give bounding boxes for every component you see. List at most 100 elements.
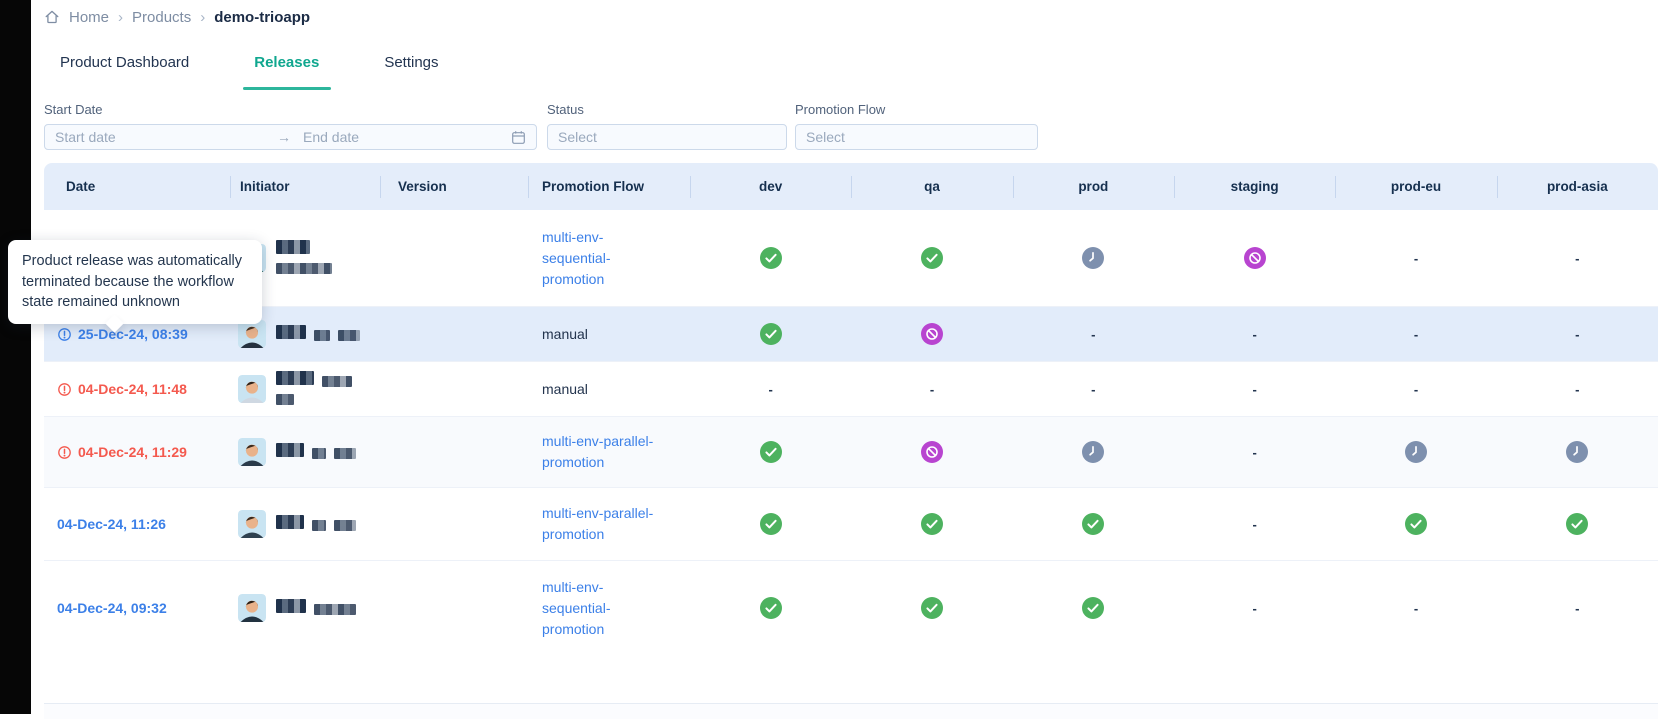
date-status-icon bbox=[57, 327, 72, 342]
promotion-flow-link[interactable]: multi-env-parallel-promotion bbox=[542, 433, 654, 470]
env-status-success-icon[interactable] bbox=[759, 513, 782, 535]
env-status-success-icon[interactable] bbox=[759, 441, 782, 463]
version-cell bbox=[380, 488, 528, 560]
release-date-cell: 04-Dec-24, 09:32 bbox=[44, 600, 230, 616]
range-arrow-icon: → bbox=[277, 129, 291, 145]
column-header-initiator: Initiator bbox=[230, 163, 380, 210]
tab-releases[interactable]: Releases bbox=[254, 44, 319, 90]
status-select[interactable]: Select bbox=[547, 124, 787, 150]
release-row[interactable]: 04-Dec-24, 09:32 multi-env-sequential-pro… bbox=[44, 560, 1658, 655]
column-header-version: Version bbox=[380, 163, 528, 210]
release-row[interactable]: multi-env-sequential-promotion - - bbox=[44, 210, 1658, 306]
env-cell-prod-eu: - bbox=[1335, 382, 1496, 397]
env-status-empty: - bbox=[1252, 444, 1257, 460]
env-cell-staging: - bbox=[1174, 382, 1335, 397]
env-status-success-icon[interactable] bbox=[1566, 513, 1589, 535]
column-header-env-qa: qa bbox=[851, 163, 1012, 210]
env-status-empty: - bbox=[1091, 326, 1096, 342]
version-cell bbox=[380, 210, 528, 306]
initiator-cell bbox=[230, 594, 380, 622]
version-cell bbox=[380, 561, 528, 655]
promotion-flow-link[interactable]: multi-env-sequential-promotion bbox=[542, 578, 611, 637]
env-status-success-icon[interactable] bbox=[759, 597, 782, 619]
calendar-icon[interactable] bbox=[511, 130, 526, 145]
column-header-date: Date bbox=[66, 179, 96, 194]
initiator-avatar bbox=[238, 375, 266, 403]
env-status-pending-icon[interactable] bbox=[1082, 247, 1105, 269]
env-status-empty: - bbox=[1575, 326, 1580, 342]
release-date-link[interactable]: 04-Dec-24, 09:32 bbox=[57, 600, 167, 616]
env-cell-prod-asia: - bbox=[1497, 327, 1658, 342]
release-date-link[interactable]: 25-Dec-24, 08:39 bbox=[78, 326, 188, 342]
breadcrumb-products[interactable]: Products bbox=[132, 8, 192, 26]
release-date-cell: 25-Dec-24, 08:39 bbox=[44, 326, 230, 342]
env-cell-staging: - bbox=[1174, 601, 1335, 616]
env-cell-qa bbox=[851, 247, 1012, 269]
env-status-success-icon[interactable] bbox=[920, 513, 943, 535]
column-header-env-prod-eu: prod-eu bbox=[1335, 163, 1496, 210]
redacted-initiator-name bbox=[334, 447, 356, 459]
env-status-pending-icon[interactable] bbox=[1082, 441, 1105, 463]
env-status-terminated-icon[interactable] bbox=[920, 441, 943, 463]
release-row[interactable]: 04-Dec-24, 11:48 manual - - - - - - bbox=[44, 361, 1658, 416]
column-header-promotion-flow: Promotion Flow bbox=[528, 163, 690, 210]
tab-settings[interactable]: Settings bbox=[384, 54, 439, 71]
env-status-empty: - bbox=[929, 381, 935, 397]
table-body: multi-env-sequential-promotion - - 25-Dec-2… bbox=[44, 210, 1658, 655]
initiator-avatar bbox=[238, 594, 266, 622]
env-status-success-icon[interactable] bbox=[759, 247, 782, 269]
releases-table: Date Initiator Version Promotion Flow de… bbox=[44, 163, 1658, 719]
env-status-terminated-icon[interactable] bbox=[920, 323, 943, 345]
promotion-flow-cell: multi-env-sequential-promotion bbox=[528, 577, 690, 640]
start-date-placeholder[interactable]: Start date bbox=[55, 129, 116, 145]
promotion-flow-select[interactable]: Select bbox=[795, 124, 1038, 150]
promotion-flow-link[interactable]: multi-env-sequential-promotion bbox=[542, 228, 611, 287]
column-header-env-prod: prod bbox=[1013, 163, 1174, 210]
redacted-initiator-name bbox=[276, 598, 306, 613]
release-row[interactable]: 25-Dec-24, 08:39 manual - - - - bbox=[44, 306, 1658, 361]
env-status-success-icon[interactable] bbox=[920, 247, 943, 269]
env-status-success-icon[interactable] bbox=[920, 597, 943, 619]
env-status-empty: - bbox=[1413, 381, 1419, 397]
release-row[interactable]: 04-Dec-24, 11:29 multi-env-parallel-promo… bbox=[44, 416, 1658, 487]
home-icon[interactable] bbox=[44, 9, 60, 25]
env-cell-dev bbox=[690, 597, 851, 619]
filter-promotion-flow: Promotion Flow Select bbox=[795, 102, 1038, 150]
env-status-success-icon[interactable] bbox=[1404, 513, 1427, 535]
env-status-terminated-icon[interactable] bbox=[1243, 247, 1266, 269]
filter-status: Status Select bbox=[547, 102, 787, 150]
table-header-row: Date Initiator Version Promotion Flow de… bbox=[44, 163, 1658, 210]
env-cell-prod-asia bbox=[1497, 513, 1658, 535]
env-status-pending-icon[interactable] bbox=[1566, 441, 1589, 463]
env-cell-qa bbox=[851, 513, 1012, 535]
tab-product-dashboard[interactable]: Product Dashboard bbox=[60, 54, 190, 71]
release-date-cell: 04-Dec-24, 11:26 bbox=[44, 516, 230, 532]
env-status-empty: - bbox=[1575, 600, 1580, 616]
env-status-success-icon[interactable] bbox=[1082, 513, 1105, 535]
breadcrumb-home[interactable]: Home bbox=[69, 8, 110, 26]
release-date-link[interactable]: 04-Dec-24, 11:26 bbox=[57, 516, 166, 532]
release-row[interactable]: 04-Dec-24, 11:26 multi-env-parallel-promo… bbox=[44, 487, 1658, 560]
env-status-empty: - bbox=[1575, 250, 1580, 266]
promotion-flow-cell: manual bbox=[528, 379, 690, 400]
env-cell-prod bbox=[1013, 247, 1174, 269]
release-date-link[interactable]: 04-Dec-24, 11:48 bbox=[78, 381, 187, 397]
release-date-link[interactable]: 04-Dec-24, 11:29 bbox=[78, 444, 187, 460]
promotion-flow-link[interactable]: multi-env-parallel-promotion bbox=[542, 505, 654, 542]
end-date-placeholder[interactable]: End date bbox=[303, 129, 360, 145]
env-status-success-icon[interactable] bbox=[759, 323, 782, 345]
env-status-success-icon[interactable] bbox=[1082, 597, 1105, 619]
table-bottom-divider bbox=[44, 703, 1658, 719]
promotion-flow-cell: multi-env-sequential-promotion bbox=[528, 227, 690, 290]
date-range-picker[interactable]: Start date → End date bbox=[44, 124, 537, 150]
redacted-initiator-name bbox=[322, 375, 352, 387]
redacted-initiator-name bbox=[312, 447, 326, 459]
redacted-initiator-name bbox=[276, 370, 314, 385]
product-tabs: Product Dashboard Releases Settings bbox=[60, 44, 504, 90]
env-cell-prod-asia: - bbox=[1497, 382, 1658, 397]
redacted-initiator-name bbox=[276, 324, 306, 339]
env-cell-dev bbox=[690, 323, 851, 345]
initiator-cell bbox=[230, 510, 380, 538]
env-status-pending-icon[interactable] bbox=[1404, 441, 1427, 463]
breadcrumb: Home › Products › demo-trioapp bbox=[44, 6, 310, 28]
